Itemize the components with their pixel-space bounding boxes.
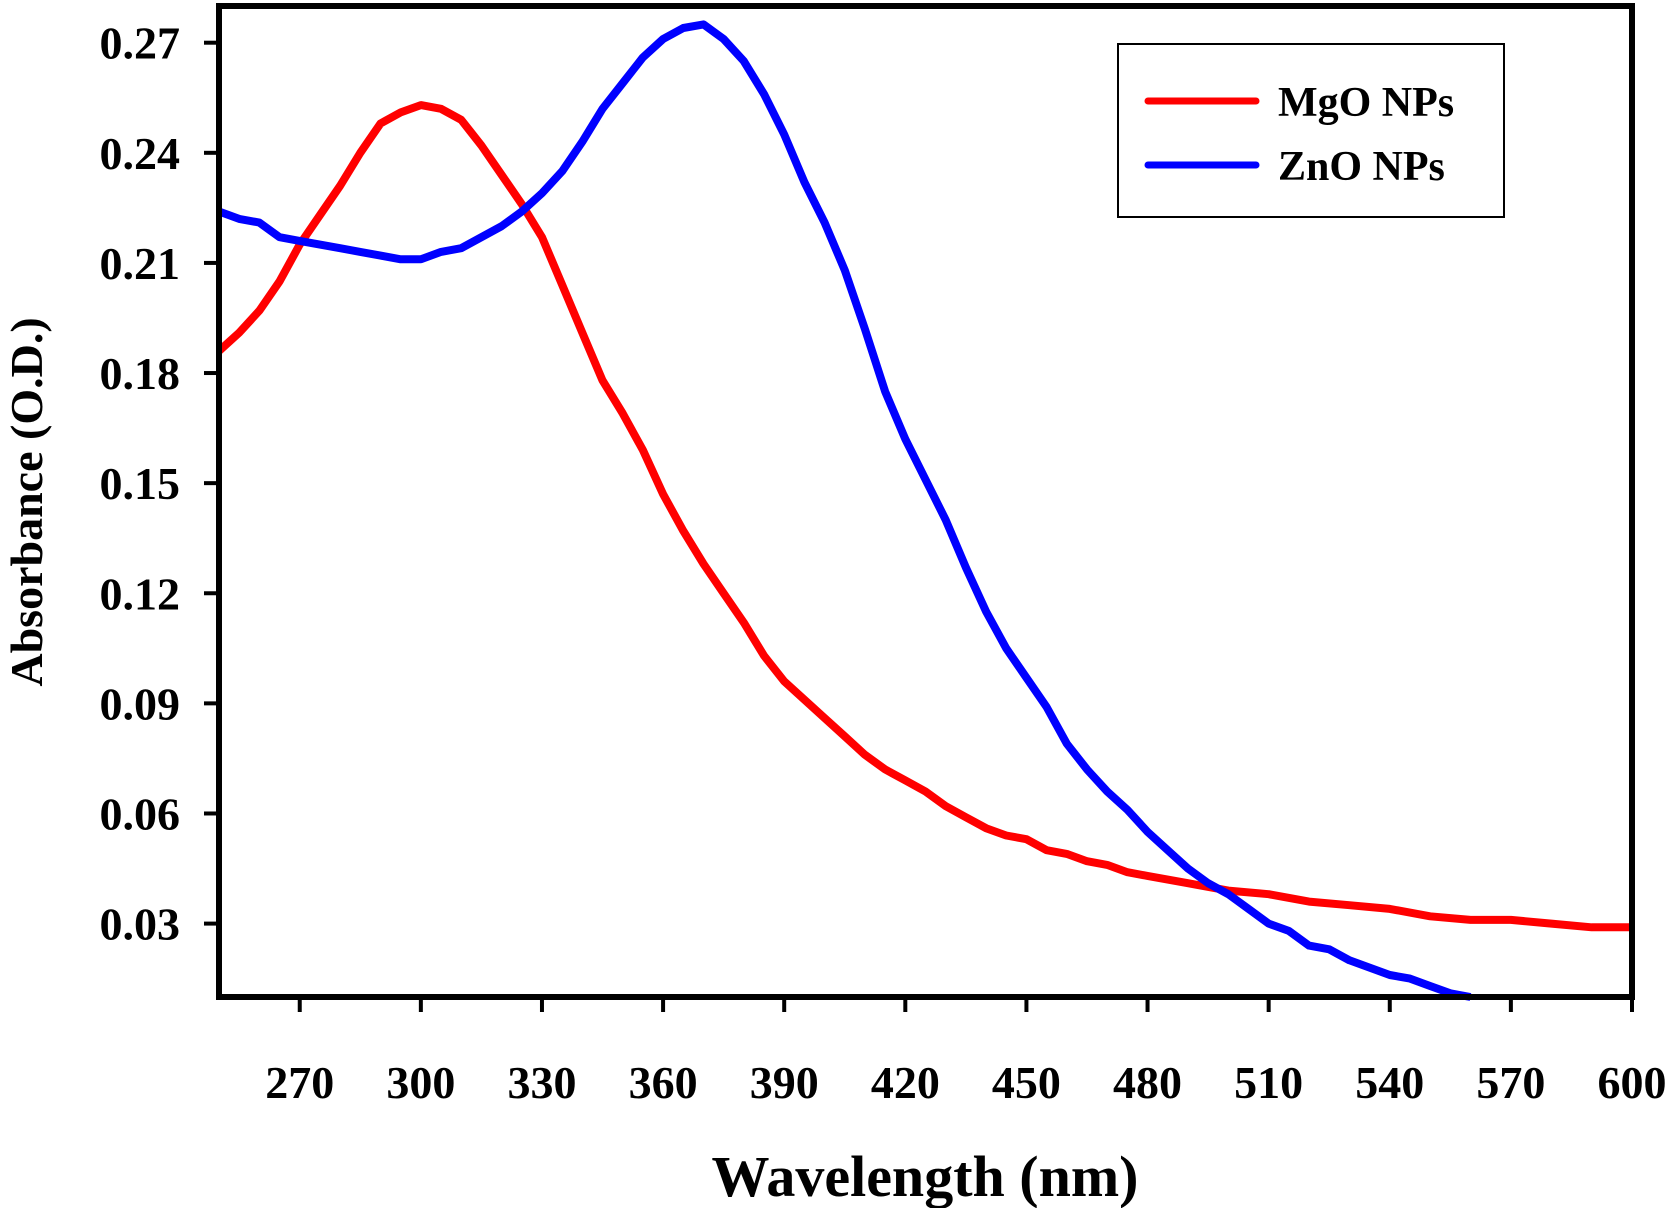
x-tick-label: 360 [629, 1057, 698, 1108]
legend-label-mgo: MgO NPs [1278, 80, 1454, 126]
y-tick-label: 0.06 [100, 788, 181, 839]
legend: MgO NPs ZnO NPs [1117, 43, 1505, 218]
x-tick-label: 570 [1476, 1057, 1545, 1108]
y-tick-label: 0.03 [100, 899, 181, 950]
legend-box [1117, 43, 1505, 218]
x-tick-label: 450 [992, 1057, 1061, 1108]
x-tick-label: 300 [386, 1057, 455, 1108]
y-tick-label: 0.15 [100, 458, 181, 509]
x-tick-label: 510 [1234, 1057, 1303, 1108]
x-axis-label: Wavelength (nm) [712, 1144, 1139, 1208]
x-tick-label: 600 [1598, 1057, 1667, 1108]
tick-layer: 270 300 330 360 390 420 450 480 510 540 570 600 0.03… [100, 18, 1667, 1108]
x-tick-label: 270 [265, 1057, 334, 1108]
x-tick-label: 540 [1355, 1057, 1424, 1108]
x-tick-label: 330 [507, 1057, 576, 1108]
y-tick-label: 0.21 [100, 238, 181, 289]
y-tick-label: 0.18 [100, 348, 181, 399]
plot-frame [216, 3, 1635, 1000]
legend-label-zno: ZnO NPs [1278, 144, 1445, 190]
x-tick-label: 480 [1113, 1057, 1182, 1108]
y-tick-label: 0.24 [100, 128, 181, 179]
y-tick-label: 0.27 [100, 18, 181, 69]
series-line-mgo-nps [216, 101, 1632, 932]
y-tick-label: 0.09 [100, 678, 181, 729]
x-tick-label: 390 [750, 1057, 819, 1108]
y-axis-label: Absorbance (O.D.) [1, 317, 52, 686]
series-line-zno-nps [217, 20, 1472, 1001]
series-layer [216, 20, 1632, 1001]
y-tick-label: 0.12 [100, 568, 181, 619]
x-tick-label: 420 [871, 1057, 940, 1108]
